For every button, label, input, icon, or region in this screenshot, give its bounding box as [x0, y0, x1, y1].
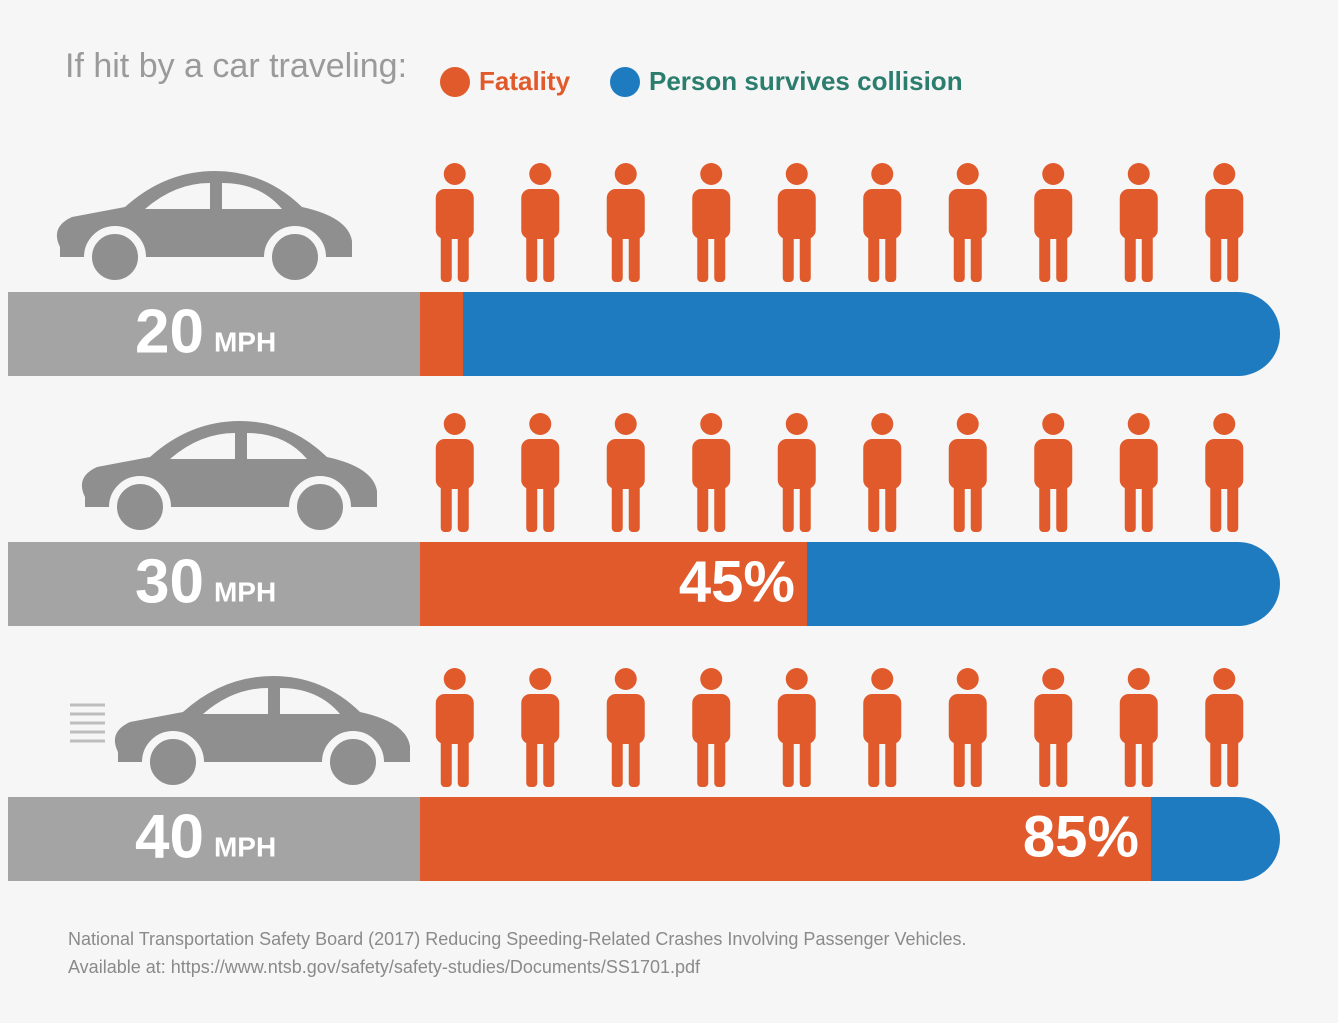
- car-icon: [57, 171, 352, 284]
- title-line: If hit by a car traveling:: [65, 47, 407, 85]
- person-icon: [1205, 413, 1243, 532]
- value-label: 45%: [679, 549, 795, 614]
- person-icon: [607, 668, 645, 787]
- person-icon: [949, 413, 987, 532]
- person-icon: [607, 413, 645, 532]
- speed-unit: MPH: [214, 326, 276, 357]
- person-icon: [863, 413, 901, 532]
- person-icon: [692, 163, 730, 282]
- people-row: [436, 668, 1244, 787]
- person-icon: [436, 413, 474, 532]
- person-icon: [1205, 668, 1243, 787]
- person-icon: [692, 413, 730, 532]
- person-icon: [521, 413, 559, 532]
- legend-swatch: [610, 67, 640, 97]
- speed-label: 30: [135, 547, 204, 616]
- person-icon: [436, 163, 474, 282]
- person-icon: [521, 163, 559, 282]
- person-icon: [1205, 163, 1243, 282]
- person-icon: [1120, 668, 1158, 787]
- person-icon: [607, 163, 645, 282]
- bar-segment: [420, 292, 463, 376]
- source-line: National Transportation Safety Board (20…: [68, 929, 967, 949]
- person-icon: [692, 668, 730, 787]
- infographic: If hit by a car traveling: Fatality Perso…: [0, 0, 1338, 1023]
- bar-segment: [1151, 797, 1280, 881]
- person-icon: [1120, 163, 1158, 282]
- car-icon: [115, 676, 410, 789]
- value-label: 85%: [1023, 804, 1139, 869]
- person-icon: [1034, 163, 1072, 282]
- person-icon: [778, 413, 816, 532]
- legend-label: Fatality: [479, 66, 571, 96]
- person-icon: [1034, 668, 1072, 787]
- speed-label: 40: [135, 802, 204, 871]
- legend-label: Person survives collision: [649, 66, 963, 96]
- person-icon: [949, 668, 987, 787]
- person-icon: [778, 163, 816, 282]
- person-icon: [1034, 413, 1072, 532]
- person-icon: [863, 163, 901, 282]
- person-icon: [949, 163, 987, 282]
- bar-segment: [463, 292, 1280, 376]
- speed-label: 20: [135, 297, 204, 366]
- person-icon: [778, 668, 816, 787]
- bar-segment: [807, 542, 1280, 626]
- person-icon: [521, 668, 559, 787]
- person-icon: [1120, 413, 1158, 532]
- car-icon: [82, 421, 377, 534]
- speed-unit: MPH: [214, 831, 276, 862]
- legend: Fatality Person survives collision: [440, 66, 963, 97]
- speed-unit: MPH: [214, 576, 276, 607]
- people-row: [436, 413, 1244, 532]
- legend-swatch: [440, 67, 470, 97]
- person-icon: [863, 668, 901, 787]
- people-row: [436, 163, 1244, 282]
- person-icon: [436, 668, 474, 787]
- source-line: Available at: https://www.ntsb.gov/safet…: [68, 957, 701, 977]
